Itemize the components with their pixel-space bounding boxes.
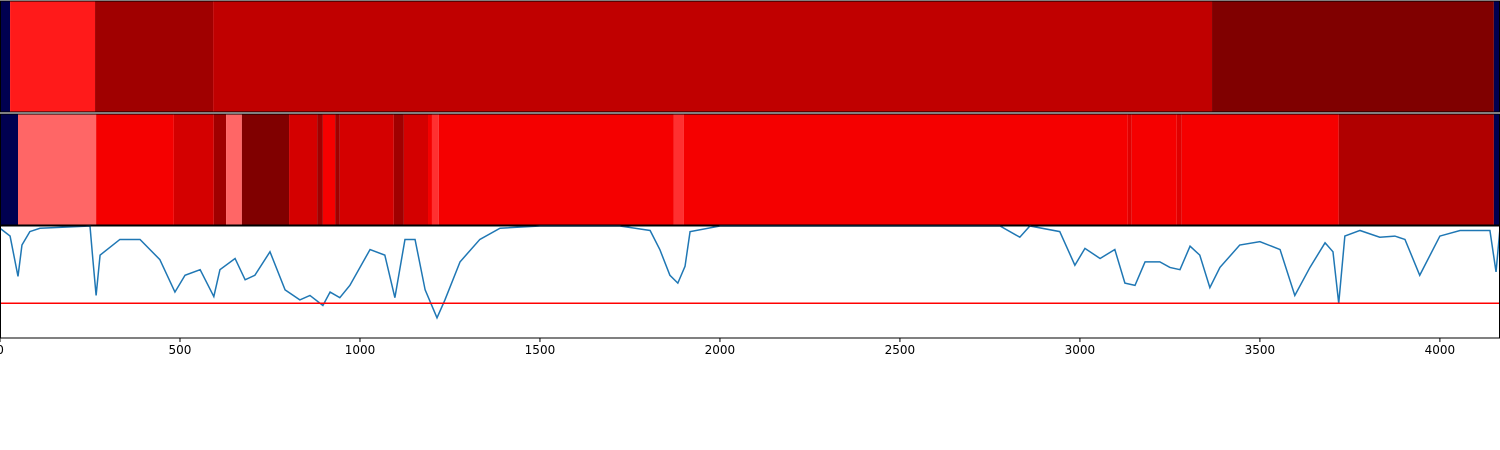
x-tick-label: 500 [169, 343, 192, 357]
segment [393, 114, 404, 225]
segment [322, 114, 336, 225]
segment [428, 114, 432, 225]
segment [1338, 114, 1494, 225]
segment [317, 114, 323, 225]
segment [335, 114, 340, 225]
segment [0, 1, 11, 112]
segment [289, 114, 318, 225]
segment [1181, 114, 1339, 225]
segment [0, 114, 18, 225]
segment [10, 1, 96, 112]
segment [1176, 114, 1182, 225]
segment [403, 114, 429, 225]
segment [438, 114, 674, 225]
segment [213, 114, 227, 225]
x-tick-label: 3500 [1245, 343, 1276, 357]
segment [241, 114, 290, 225]
segment [673, 114, 684, 225]
panel-frame [0, 225, 1500, 339]
segment [339, 114, 394, 225]
segment [226, 114, 242, 225]
segment [1127, 114, 1132, 225]
x-tick-label: 3000 [1065, 343, 1096, 357]
x-tick-label: 4000 [1425, 343, 1456, 357]
data-line [0, 225, 1500, 320]
x-tick-label: 2000 [705, 343, 736, 357]
segment [213, 1, 1213, 112]
x-tick-label: 1000 [345, 343, 376, 357]
segment [1493, 114, 1500, 225]
segment [96, 114, 174, 225]
segment [1212, 1, 1494, 112]
segment [1131, 114, 1177, 225]
x-tick-label: 2500 [885, 343, 916, 357]
segment [17, 114, 97, 225]
segment [431, 114, 439, 225]
x-tick-label: 1500 [525, 343, 556, 357]
segment [1493, 1, 1500, 112]
segment [683, 114, 1128, 225]
segment [173, 114, 214, 225]
x-tick-label: 0 [0, 343, 4, 357]
segment [95, 1, 214, 112]
